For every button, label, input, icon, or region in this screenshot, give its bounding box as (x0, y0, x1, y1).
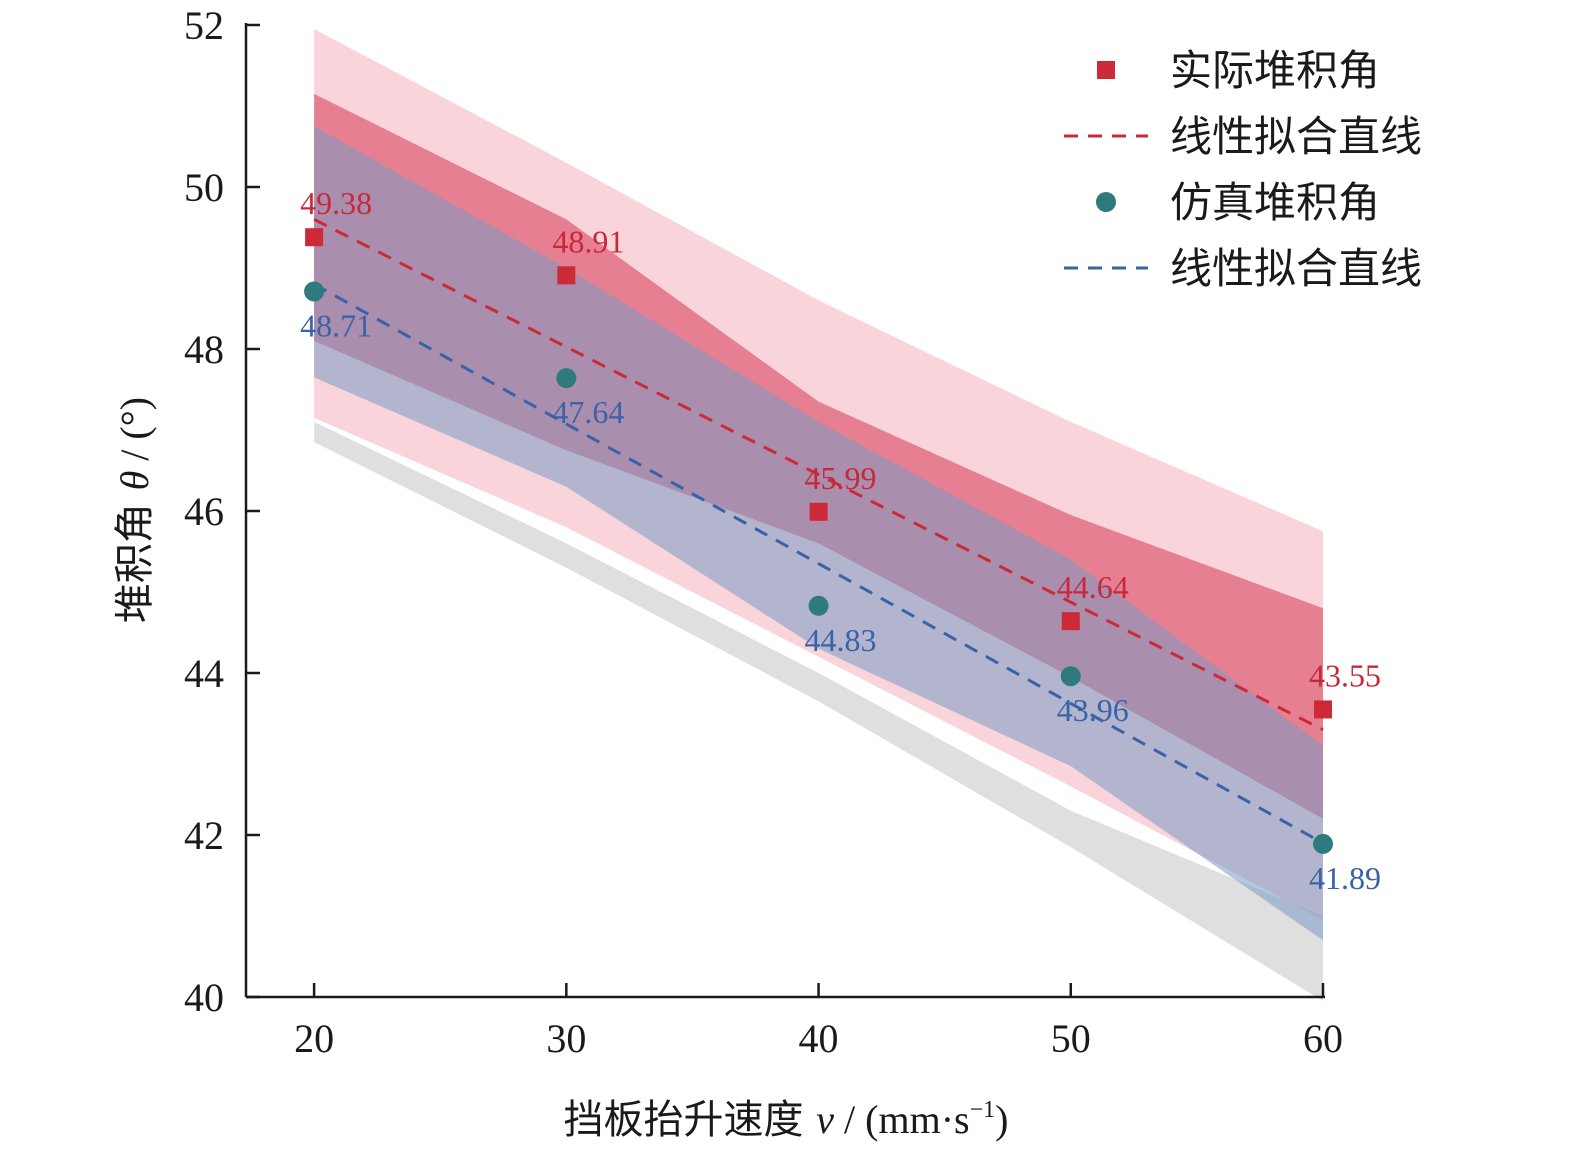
legend-marker-actual (1097, 61, 1115, 79)
point-actual-20 (305, 228, 324, 247)
axes: 40 42 44 46 48 50 52 20 30 40 50 60 (184, 3, 1343, 1061)
x-tick-label-30: 30 (546, 1016, 586, 1061)
y-tick-label-52: 52 (184, 3, 224, 48)
x-tick-label-40: 40 (799, 1016, 839, 1061)
label-actual-30: 48.91 (552, 223, 624, 259)
y-tick-label-50: 50 (184, 165, 224, 210)
label-actual-60: 43.55 (1309, 657, 1381, 693)
y-tick-label-46: 46 (184, 489, 224, 534)
fit-line-2 (313, 282, 1324, 845)
point-actual-30 (557, 266, 576, 285)
y-axis-label: 堆积角 θ / (°) (112, 397, 158, 623)
confidence-band-2 (314, 421, 1323, 1002)
fit-lines (313, 218, 1324, 845)
legend-label-3: 仿真堆积角 (1170, 178, 1380, 227)
label-simulated-60: 41.89 (1309, 860, 1381, 896)
point-simulated-20 (304, 281, 325, 302)
legend-marker-simulated (1096, 192, 1116, 212)
data-labels: 49.38 48.91 45.99 44.64 43.55 48.71 47.64 44.83… (300, 185, 1381, 896)
legend-label-1: 实际堆积角 (1170, 46, 1380, 95)
data-points (304, 228, 1333, 854)
label-actual-50: 44.64 (1057, 569, 1129, 605)
fit-line-1 (313, 218, 1324, 732)
label-simulated-20: 48.71 (300, 307, 372, 343)
point-simulated-40 (808, 595, 829, 616)
point-actual-40 (809, 502, 828, 521)
confidence-band-4 (314, 126, 1323, 941)
label-actual-20: 49.38 (300, 185, 372, 221)
point-simulated-30 (556, 368, 577, 389)
label-actual-40: 45.99 (805, 460, 877, 496)
label-simulated-50: 43.96 (1057, 692, 1129, 728)
label-simulated-40: 44.83 (805, 622, 877, 658)
point-actual-60 (1314, 700, 1332, 719)
legend-label-2: 线性拟合直线 (1170, 112, 1422, 161)
label-simulated-30: 47.64 (552, 394, 624, 430)
y-tick-label-42: 42 (184, 813, 224, 858)
x-tick-label-50: 50 (1051, 1016, 1091, 1061)
point-simulated-60 (1313, 833, 1333, 854)
y-tick-label-40: 40 (184, 975, 224, 1020)
x-axis-label: 挡板抬升速度 v / (mm·s−1) (564, 1097, 1009, 1143)
legend-label-4: 线性拟合直线 (1170, 244, 1422, 293)
point-simulated-50 (1060, 666, 1081, 687)
x-tick-label-60: 60 (1303, 1016, 1343, 1061)
x-tick-label-20: 20 (294, 1016, 334, 1061)
y-tick-label-48: 48 (184, 327, 224, 372)
y-tick-label-44: 44 (184, 651, 224, 696)
point-actual-50 (1061, 612, 1080, 631)
